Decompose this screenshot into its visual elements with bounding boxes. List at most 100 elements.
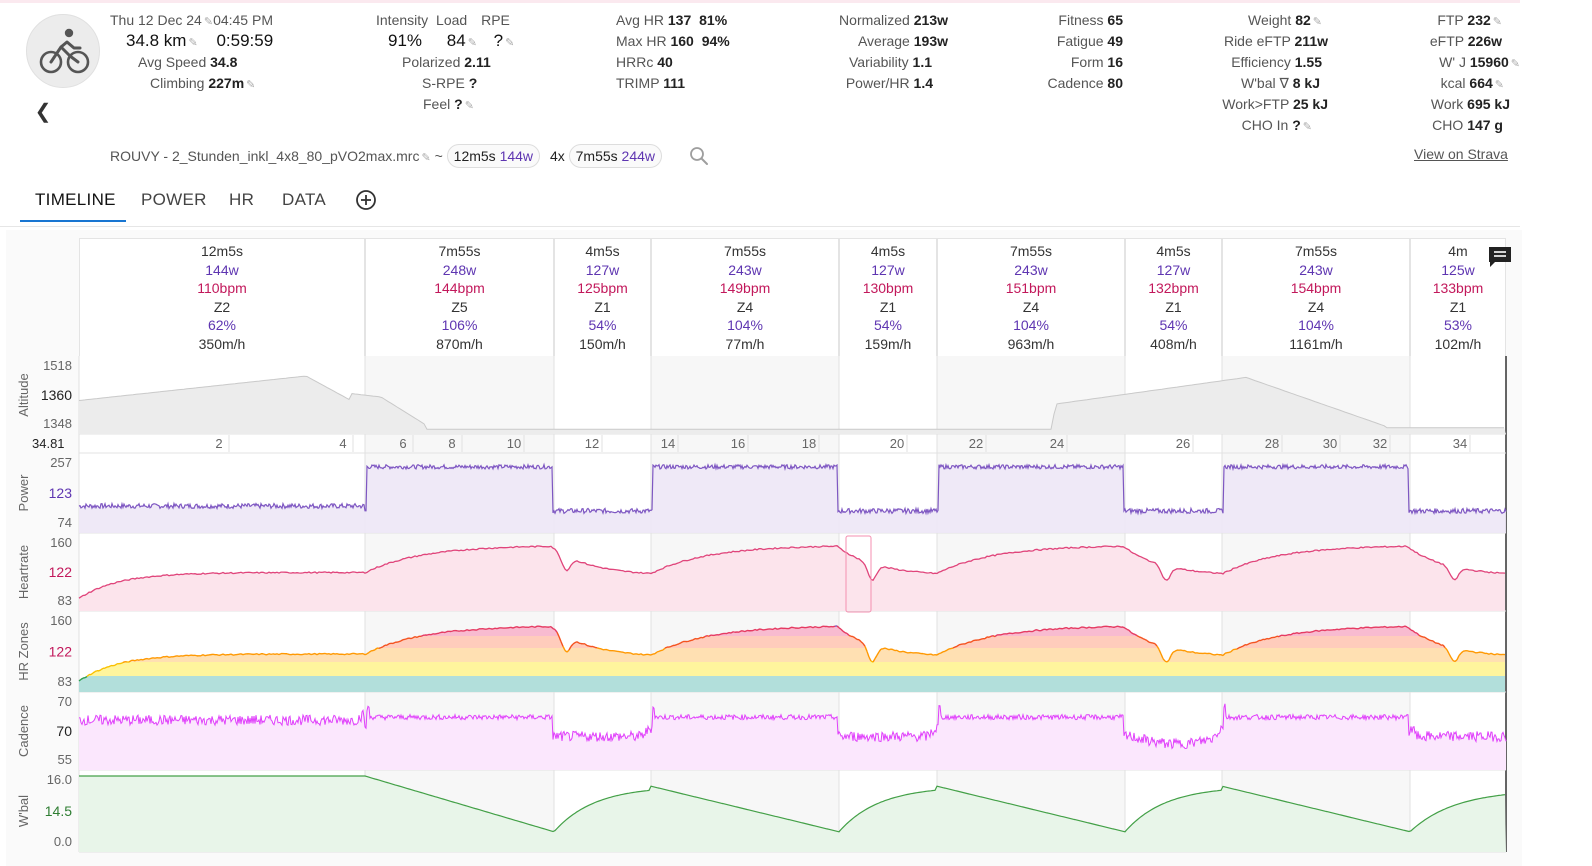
hr-zone-line xyxy=(132,659,136,662)
edit-icon[interactable]: ✎ xyxy=(1494,79,1504,91)
hr-zone-line xyxy=(588,645,592,648)
hr-zone-line xyxy=(1358,626,1362,630)
hr-zone-line xyxy=(1456,655,1460,661)
segment-zone: Z1 xyxy=(1449,298,1467,315)
hr-zone-line xyxy=(1256,639,1260,643)
edit-icon[interactable]: ✎ xyxy=(1510,58,1520,70)
hr-zone-line xyxy=(872,658,876,663)
form-label: Form xyxy=(1070,54,1104,70)
edit-icon[interactable]: ✎ xyxy=(464,100,474,112)
hr-zone-line xyxy=(146,657,150,660)
segment-duration: 7m55s xyxy=(1294,243,1338,259)
edit-icon[interactable]: ✎ xyxy=(1492,16,1502,28)
ftp-value[interactable]: 232 xyxy=(1467,12,1491,28)
weight-row: Weight 82 ✎ xyxy=(1180,10,1322,30)
rpe-value[interactable]: ? xyxy=(493,31,504,50)
back-arrow-icon[interactable]: ❮ xyxy=(34,101,52,123)
cycling-activity-icon[interactable] xyxy=(26,14,100,88)
tab-timeline[interactable]: TIMELINE xyxy=(20,186,126,222)
pill-duration: 12m5s xyxy=(453,148,496,164)
interval-pill-warmup[interactable]: 12m5s 144w xyxy=(446,144,541,168)
hr-zone-line xyxy=(772,627,776,630)
interval-segment[interactable]: 4m5s 127w 130bpm Z1 54% 159m/h xyxy=(839,238,937,356)
distance-tick-label: 24 xyxy=(1050,436,1064,451)
hr-zone-line xyxy=(678,642,682,645)
wbal-tick-label: 0.0 xyxy=(54,834,72,849)
ftp-label: FTP xyxy=(1437,12,1464,28)
edit-icon[interactable]: ✎ xyxy=(505,37,515,49)
timeline-chart-area[interactable]: 12m5s 144w 110bpm Z2 62% 350m/h 7m55s 248w 144bp… xyxy=(6,230,1522,866)
hr-zone-line xyxy=(362,652,366,656)
interval-segment[interactable]: 7m55s 243w 149bpm Z4 104% 77m/h xyxy=(651,238,839,356)
hr-zone-line xyxy=(142,658,146,661)
hr-zone-line xyxy=(1148,641,1152,644)
hr-zone-line xyxy=(1438,643,1442,646)
add-tab-icon[interactable] xyxy=(355,189,377,211)
distance-tick-label: 30 xyxy=(1323,436,1337,451)
edit-icon[interactable]: ✎ xyxy=(188,37,198,49)
hr-zone-line xyxy=(382,644,386,648)
interval-segment[interactable]: 7m55s 243w 154bpm Z4 104% 1161m/h xyxy=(1222,238,1410,356)
interval-segment[interactable]: 12m5s 144w 110bpm Z2 62% 350m/h xyxy=(79,238,365,356)
hrzones-tick-label: 122 xyxy=(49,644,73,660)
hr-zone-line xyxy=(654,651,658,655)
edit-icon[interactable]: ✎ xyxy=(421,152,431,164)
edit-icon[interactable]: ✎ xyxy=(1302,121,1312,133)
hr-zone-line xyxy=(302,653,306,656)
hr-zone-line xyxy=(168,656,172,659)
hr-zone-line xyxy=(278,652,282,656)
segment-heartrate: 149bpm xyxy=(719,280,771,297)
hr-zone-band xyxy=(79,626,1505,636)
hr-zone-line xyxy=(1094,626,1098,629)
hr-zone-line xyxy=(1154,643,1158,647)
hr-zone-line xyxy=(104,666,108,669)
form-value: 16 xyxy=(1107,54,1123,70)
hr-zone-line xyxy=(392,641,396,645)
hr-zone-line xyxy=(820,625,824,628)
comment-icon[interactable] xyxy=(1486,244,1514,270)
hr-zone-line xyxy=(416,635,420,639)
edit-icon[interactable]: ✎ xyxy=(1312,16,1322,28)
hr-zone-line xyxy=(86,674,90,678)
hr-zone-line xyxy=(1322,629,1326,632)
hr-zone-line xyxy=(98,669,102,672)
timeline-plots[interactable]: 2 4 6 8 10 12 14 16 18 20 22 24 26 28 30 32 3434.8115181… xyxy=(6,230,1522,866)
kcal-value[interactable]: 664 xyxy=(1469,75,1493,91)
hr-zone-line xyxy=(1166,659,1170,663)
hr-zone-line xyxy=(128,660,132,663)
fitness-label: Fitness xyxy=(1058,12,1104,28)
interval-pill-main[interactable]: 7m55s 244w xyxy=(568,144,663,168)
wj-value[interactable]: 15960 xyxy=(1469,54,1509,70)
edit-icon[interactable]: ✎ xyxy=(246,79,256,91)
interval-segment[interactable]: 4m5s 127w 132bpm Z1 54% 408m/h xyxy=(1125,238,1222,356)
tab-data[interactable]: DATA xyxy=(282,190,327,209)
tab-hr[interactable]: HR xyxy=(229,190,255,209)
workout-file-name[interactable]: ROUVY - 2_Stunden_inkl_4x8_80_pVO2max.mr… xyxy=(110,148,420,164)
segment-ftp-percent: 104% xyxy=(727,317,763,334)
hr-zone-line xyxy=(1466,649,1470,652)
work-row: Work 695 kJ xyxy=(1380,94,1510,114)
hr-zone-line xyxy=(882,647,886,650)
hr-zone-line xyxy=(562,646,566,651)
work-value: 695 kJ xyxy=(1467,96,1510,112)
hr-zone-line xyxy=(1488,652,1492,655)
tab-power[interactable]: POWER xyxy=(141,190,207,209)
feel-value[interactable]: ? xyxy=(454,96,463,112)
wj-label: W' J xyxy=(1439,54,1466,70)
edit-icon[interactable]: ✎ xyxy=(467,37,477,49)
interval-segment[interactable]: 7m55s 243w 151bpm Z4 104% 963m/h xyxy=(937,238,1125,356)
max-hr-row: Max HR 160 94% xyxy=(616,31,730,51)
hr-zone-line xyxy=(84,675,88,679)
view-on-strava-link[interactable]: View on Strava xyxy=(1414,146,1508,162)
hr-zone-line xyxy=(622,651,626,654)
search-icon[interactable] xyxy=(688,145,710,167)
interval-segment[interactable]: 7m55s 248w 144bpm Z5 106% 870m/h xyxy=(365,238,554,356)
distance-tick-label: 32 xyxy=(1373,436,1387,451)
hr-zone-line xyxy=(276,653,280,656)
weight-value[interactable]: 82 xyxy=(1295,12,1311,28)
polarized-row: Polarized 2.11 xyxy=(402,52,491,72)
interval-segment[interactable]: 4m5s 127w 125bpm Z1 54% 150m/h xyxy=(554,238,651,356)
edit-icon[interactable]: ✎ xyxy=(203,16,214,28)
cho-in-value[interactable]: ? xyxy=(1292,117,1301,133)
eftp-value: 226w xyxy=(1467,33,1502,49)
